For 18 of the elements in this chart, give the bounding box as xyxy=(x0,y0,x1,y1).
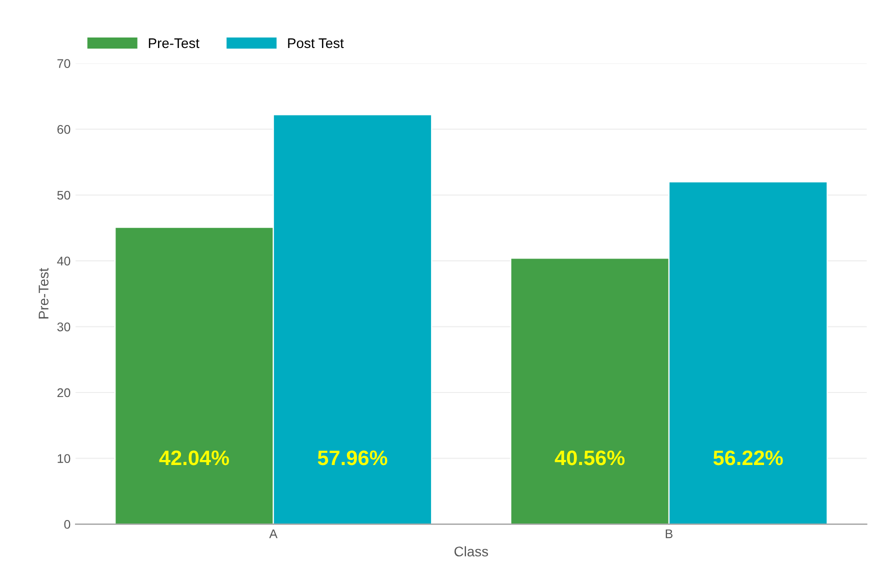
y-tick-label: 20 xyxy=(57,388,70,398)
annotation: 40.56% xyxy=(554,450,625,466)
y-tick-label: 40 xyxy=(57,256,70,266)
y-tick-label: 30 xyxy=(57,322,70,332)
x-axis-title: Class xyxy=(454,546,488,556)
annotation: 42.04% xyxy=(159,450,230,466)
legend-label: Pre-Test xyxy=(148,38,200,48)
y-tick-label: 60 xyxy=(57,124,70,134)
y-axis-title: Pre-Test xyxy=(38,268,48,318)
y-tick-label: 50 xyxy=(57,190,70,200)
y-tick-label: 70 xyxy=(57,59,70,68)
annotation: 56.22% xyxy=(713,450,783,466)
x-tick-label: A xyxy=(269,529,278,538)
annotation: 57.96% xyxy=(318,450,388,466)
legend-label: Post Test xyxy=(288,38,344,48)
y-tick-label: 0 xyxy=(64,520,70,529)
y-tick-label: 10 xyxy=(58,454,70,463)
x-tick-label: B xyxy=(666,529,672,538)
